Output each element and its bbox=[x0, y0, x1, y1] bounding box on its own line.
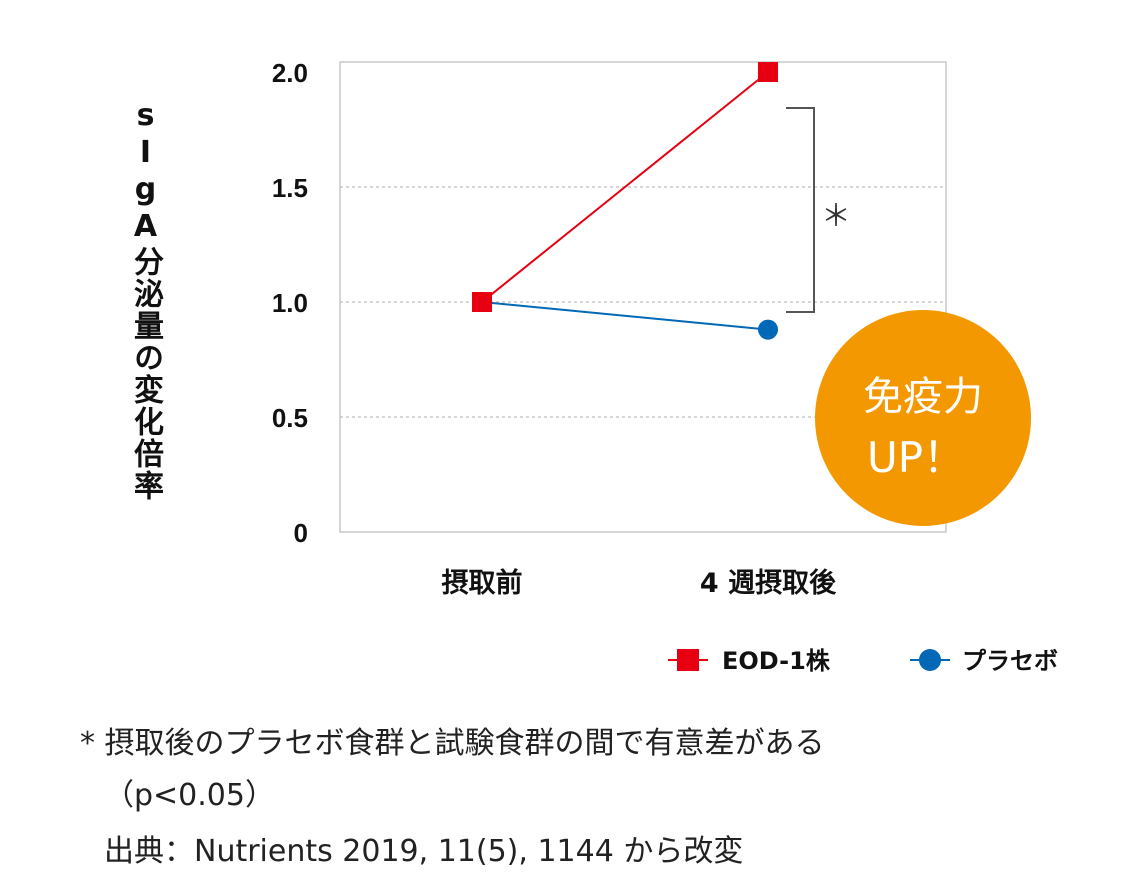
legend: EOD-1株 プラセボ bbox=[668, 647, 1058, 675]
y-tick-label: 1.0 bbox=[272, 288, 308, 318]
footnote-significance: * 摂取後のプラセボ食群と試験食群の間で有意差がある bbox=[80, 726, 825, 761]
series-line-2 bbox=[481, 301, 769, 331]
y-tick-label: 2.0 bbox=[272, 58, 308, 88]
y-tick-labels: 0 0.5 1.0 1.5 2.0 bbox=[272, 58, 308, 548]
footnote-pvalue: （p<0.05） bbox=[104, 778, 275, 813]
y-tick-label: 0 bbox=[294, 518, 308, 548]
data-point-circle bbox=[758, 319, 778, 340]
bracket-line bbox=[786, 107, 815, 313]
badge-circle bbox=[815, 310, 1031, 526]
chart: 0 0.5 1.0 1.5 2.0 摂取前 4 週摂取後 ＊ 免疫力 UP！ EOD-1株 プ… bbox=[272, 58, 1058, 675]
x-tick-labels: 摂取前 4 週摂取後 bbox=[442, 567, 838, 599]
legend-label-eod: EOD-1株 bbox=[722, 647, 831, 675]
y-tick-label: 1.5 bbox=[272, 173, 308, 203]
data-point-square bbox=[758, 62, 778, 82]
legend-label-placebo: プラセボ bbox=[962, 647, 1058, 675]
data-point-square bbox=[472, 292, 492, 312]
legend-marker-placebo bbox=[919, 649, 941, 671]
immunity-up-badge: 免疫力 UP！ bbox=[815, 310, 1031, 526]
x-tick-label: 摂取前 bbox=[442, 567, 523, 599]
y-axis-label: sIgA分泌量の変化倍率 bbox=[128, 98, 163, 502]
series-group bbox=[472, 62, 778, 340]
series-line-1 bbox=[481, 71, 769, 303]
y-tick-label: 0.5 bbox=[272, 403, 308, 433]
significance-bracket: ＊ bbox=[786, 107, 851, 313]
badge-text-line1: 免疫力 bbox=[863, 374, 983, 420]
badge-text-line2: UP！ bbox=[867, 433, 965, 482]
legend-marker-eod bbox=[677, 649, 699, 671]
significance-marker: ＊ bbox=[821, 199, 851, 234]
x-tick-label: 4 週摂取後 bbox=[700, 568, 837, 599]
footnote-source: 出典：Nutrients 2019, 11(5), 1144 から改変 bbox=[104, 834, 744, 869]
